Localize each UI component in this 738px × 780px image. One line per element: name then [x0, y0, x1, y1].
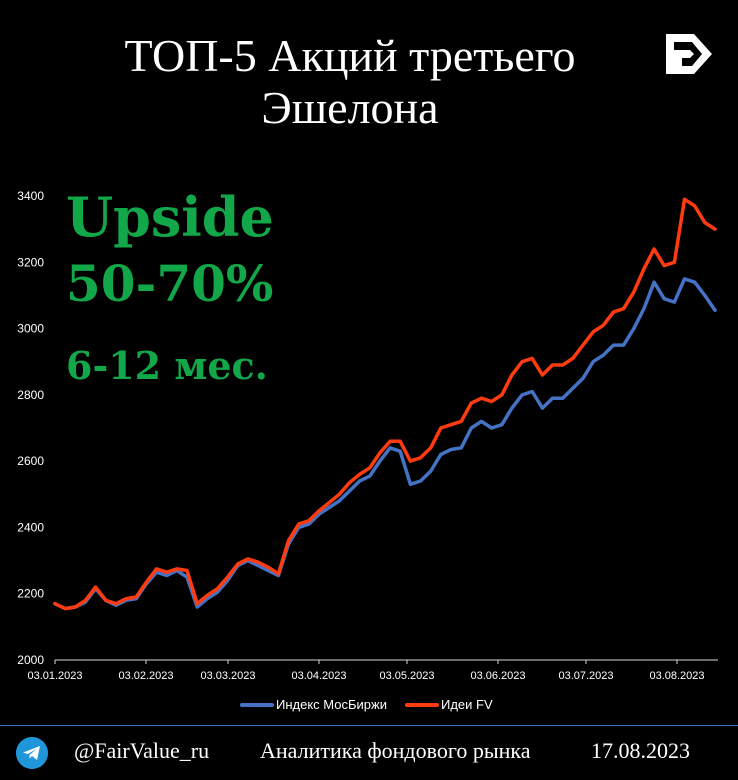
- title-line-1: ТОП-5 Акций третьего: [124, 30, 576, 81]
- legend-swatch-moex: [240, 702, 274, 707]
- telegram-icon[interactable]: [16, 737, 48, 769]
- x-tick-label: 03.05.2023: [379, 670, 434, 682]
- chart-legend: Индекс МосБиржи Идеи FV: [240, 697, 493, 712]
- upside-range: 50-70%: [66, 254, 274, 313]
- legend-item-fv: Идеи FV: [404, 697, 493, 712]
- footer-date: 17.08.2023: [591, 738, 690, 763]
- legend-swatch-fv: [404, 702, 439, 707]
- x-tick-label: 03.03.2023: [200, 670, 255, 682]
- page-title: ТОП-5 Акций третьего Эшелона: [0, 30, 700, 134]
- x-axis: 03.01.2023 03.02.2023 03.03.2023 03.04.2023…: [27, 659, 718, 682]
- x-tick-label: 03.02.2023: [118, 670, 173, 682]
- upside-label: Upside: [66, 185, 274, 249]
- x-tick-label: 03.08.2023: [649, 670, 704, 682]
- x-tick-label: 03.01.2023: [27, 670, 82, 682]
- y-axis: 2000 2200 2400 2600 2800 3000 3200 3400: [17, 189, 44, 667]
- y-tick-label: 3400: [17, 189, 44, 203]
- legend-label-moex: Индекс МосБиржи: [276, 697, 387, 712]
- x-tick-label: 03.04.2023: [291, 670, 346, 682]
- footer-description: Аналитика фондового рынка: [260, 738, 531, 763]
- fv-arrow-logo-icon: [666, 34, 712, 74]
- y-tick-label: 2400: [17, 520, 44, 534]
- footer-divider: [0, 725, 738, 726]
- footer: @FairValue_ru Аналитика фондового рынка …: [0, 733, 738, 773]
- y-tick-label: 3000: [17, 322, 44, 336]
- title-line-2: Эшелона: [261, 82, 439, 133]
- telegram-handle-link[interactable]: @FairValue_ru: [74, 738, 210, 763]
- y-tick-label: 2200: [17, 587, 44, 601]
- y-tick-label: 3200: [17, 255, 44, 269]
- series-line-moex: [53, 277, 717, 611]
- x-tick-label: 03.07.2023: [558, 670, 613, 682]
- line-chart: 2000 2200 2400 2600 2800 3000 3200 3400 03.01.2…: [17, 189, 718, 682]
- y-tick-label: 2600: [17, 454, 44, 468]
- series-line-fv: [53, 197, 717, 611]
- y-tick-label: 2800: [17, 388, 44, 402]
- chart-lines: [53, 197, 717, 611]
- legend-label-fv: Идеи FV: [440, 697, 493, 712]
- x-tick-label: 03.06.2023: [470, 670, 525, 682]
- legend-item-moex: Индекс МосБиржи: [240, 697, 387, 712]
- y-tick-label: 2000: [17, 653, 44, 667]
- upside-horizon: 6-12 мес.: [66, 343, 268, 388]
